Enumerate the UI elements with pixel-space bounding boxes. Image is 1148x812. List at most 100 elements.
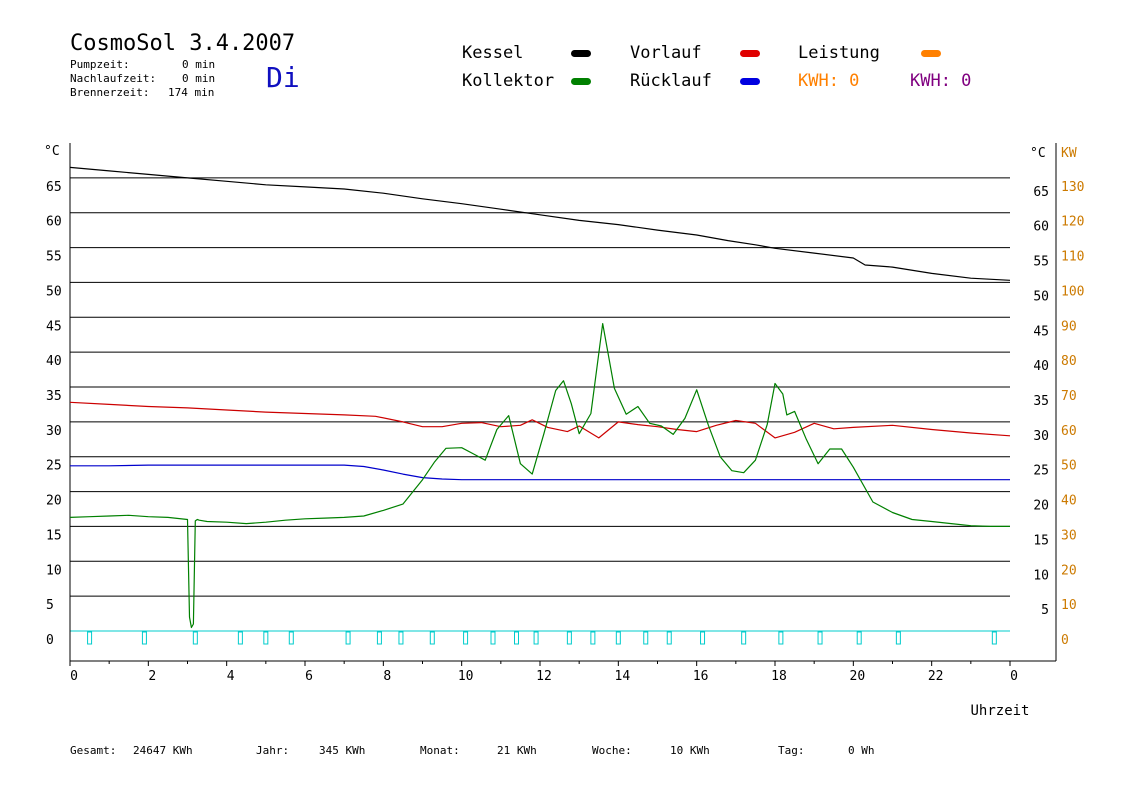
y-tick-label-left: 5 xyxy=(46,598,54,613)
pump-pulse xyxy=(263,631,269,645)
y2-tick-label: 40 xyxy=(1061,494,1077,509)
legend-kwh-purple: KWH: 0 xyxy=(910,71,972,91)
x-tick-label: 20 xyxy=(850,669,866,684)
total-label: Gesamt: xyxy=(70,744,117,757)
pump-pulse xyxy=(741,631,747,645)
series-line-kollektor xyxy=(69,323,1010,629)
y-tick-label-left: 30 xyxy=(46,424,62,439)
burner-time-value: 174 min xyxy=(168,86,215,99)
y-tick-label-right: 35 xyxy=(1033,394,1049,409)
y-tick-label-right: 30 xyxy=(1033,429,1049,444)
x-tick-label: 8 xyxy=(383,669,391,684)
legend-kollektor-swatch xyxy=(571,78,591,85)
y2-unit: KW xyxy=(1061,146,1077,161)
pump-pulse xyxy=(398,631,404,645)
series-lines xyxy=(69,166,1011,629)
x-tick-label: 6 xyxy=(305,669,313,684)
y-tick-label-right: 25 xyxy=(1033,464,1049,479)
follow-time-value: 0 min xyxy=(182,72,216,85)
pump-pulse xyxy=(463,631,469,645)
y2-tick-label: 0 xyxy=(1061,633,1069,648)
pump-pulse xyxy=(87,631,93,645)
pump-pulse xyxy=(643,631,649,645)
x-tick-label: 16 xyxy=(693,669,709,684)
y-tick-label-right: 60 xyxy=(1033,220,1049,235)
week-value: 10 KWh xyxy=(670,744,710,757)
y-tick-label-right: 50 xyxy=(1033,289,1049,304)
pump-pulse xyxy=(700,631,706,645)
y2-tick-label: 80 xyxy=(1061,354,1077,369)
y2-tick-label: 120 xyxy=(1061,215,1084,230)
legend-vorlauf-swatch xyxy=(740,50,760,57)
y-tick-label-right: 10 xyxy=(1033,568,1049,583)
legend-vorlauf-label: Vorlauf xyxy=(630,43,702,63)
y-tick-label-right: 5 xyxy=(1041,603,1049,618)
y2-tick-label: 60 xyxy=(1061,424,1077,439)
pump-pulse xyxy=(615,631,621,645)
day-label: Tag: xyxy=(778,744,805,757)
series-line-rcklauf xyxy=(70,464,1010,481)
legend-kessel-swatch xyxy=(571,50,591,57)
month-label: Monat: xyxy=(420,744,460,757)
month-value: 21 KWh xyxy=(497,744,537,757)
x-tick-label: 14 xyxy=(615,669,631,684)
series-line-vorlauf xyxy=(69,401,1011,439)
y-tick-label-left: 40 xyxy=(46,354,62,369)
x-tick-label: 2 xyxy=(148,669,156,684)
y2-tick-label: 110 xyxy=(1061,250,1084,265)
y2-tick-label: 90 xyxy=(1061,319,1077,334)
pump-time-label: Pumpzeit: xyxy=(70,58,130,71)
legend-leistung-swatch xyxy=(921,50,941,57)
x-tick-label: 0 xyxy=(70,669,78,684)
pump-pulse xyxy=(895,631,901,645)
legend-kollektor-label: Kollektor xyxy=(462,71,555,91)
y-tick-label-left: 55 xyxy=(46,250,62,265)
pump-pulse xyxy=(514,631,519,645)
legend-kessel-label: Kessel xyxy=(462,43,524,63)
x-tick-label: 10 xyxy=(458,669,474,684)
y2-tick-label: 50 xyxy=(1061,459,1077,474)
pump-pulse xyxy=(991,631,997,645)
y-tick-label-right: 15 xyxy=(1033,533,1049,548)
y-tick-label-left: 60 xyxy=(46,215,62,230)
y-tick-label-right: 45 xyxy=(1033,324,1049,339)
y-unit-left: °C xyxy=(44,144,60,159)
grid-lines xyxy=(70,177,1010,632)
legend-leistung-label: Leistung xyxy=(798,43,880,63)
y-tick-label-left: 25 xyxy=(46,459,62,474)
y2-tick-label: 30 xyxy=(1061,528,1077,543)
y-unit-right: °C xyxy=(1030,146,1046,161)
y-tick-label-right: 40 xyxy=(1033,359,1049,374)
day-value: 0 Wh xyxy=(848,744,875,757)
follow-time-label: Nachlaufzeit: xyxy=(70,72,157,85)
y-tick-label-left: 35 xyxy=(46,389,62,404)
chart-title: CosmoSol 3.4.2007 xyxy=(70,31,296,56)
x-tick-label: 0 xyxy=(1010,669,1018,684)
pump-pulse xyxy=(192,631,198,645)
pump-pulse xyxy=(429,631,435,645)
pump-pulse xyxy=(376,631,382,645)
pump-time-value: 0 min xyxy=(182,58,216,71)
y2-tick-label: 130 xyxy=(1061,180,1084,195)
legend-ruecklauf-swatch xyxy=(740,78,760,85)
y2-tick-label: 70 xyxy=(1061,389,1077,404)
x-axis-label: Uhrzeit xyxy=(970,703,1029,719)
series-line-kessel xyxy=(69,166,1011,281)
x-tick-label: 12 xyxy=(536,669,552,684)
y-tick-label-left: 20 xyxy=(46,494,62,509)
total-value: 24647 KWh xyxy=(133,744,193,757)
x-tick-label: 4 xyxy=(227,669,235,684)
y2-tick-label: 20 xyxy=(1061,563,1077,578)
pump-pulse xyxy=(141,631,147,645)
x-tick-label: 18 xyxy=(771,669,787,684)
axes xyxy=(69,143,1057,666)
y-tick-label-left: 45 xyxy=(46,319,62,334)
y-tick-label-left: 0 xyxy=(46,633,54,648)
y-tick-label-left: 65 xyxy=(46,180,62,195)
pump-pulses xyxy=(87,631,997,645)
y-tick-label-right: 20 xyxy=(1033,499,1049,514)
y-tick-label-left: 50 xyxy=(46,284,62,299)
pump-pulse xyxy=(590,631,596,645)
y-tick-label-left: 15 xyxy=(46,528,62,543)
